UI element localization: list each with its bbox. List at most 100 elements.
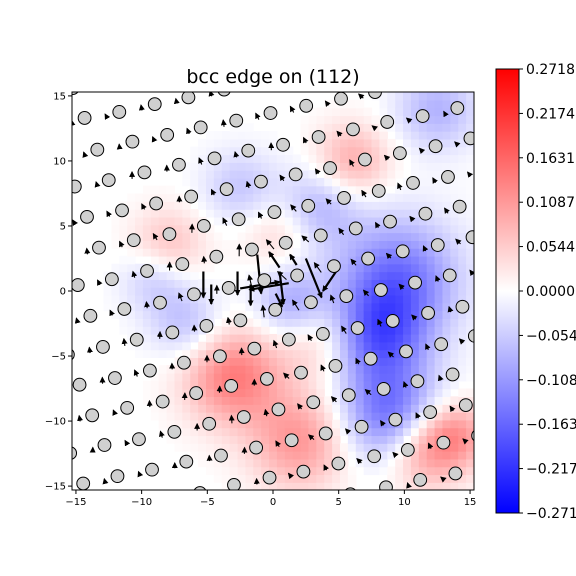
field-cell (387, 99, 396, 109)
field-cell (403, 404, 412, 413)
field-cell (355, 279, 365, 288)
field-cell (300, 255, 310, 265)
atom-marker (132, 432, 146, 447)
field-cell (371, 201, 381, 210)
field-cell (403, 146, 412, 156)
field-cell (387, 294, 396, 304)
field-cell (474, 412, 482, 420)
field-cell (363, 263, 373, 273)
field-cell (340, 404, 349, 413)
field-cell (276, 154, 286, 163)
field-cell (434, 209, 444, 218)
field-cell (442, 185, 451, 195)
field-cell (379, 92, 388, 101)
field-cell (474, 326, 482, 334)
field-cell (458, 474, 467, 483)
field-cell (182, 287, 191, 296)
field-cell (474, 248, 482, 256)
field-cell (229, 427, 239, 437)
field-cell (213, 404, 223, 413)
field-cell (261, 193, 270, 202)
field-cell (174, 419, 183, 429)
field-cell (332, 466, 341, 476)
field-cell (166, 271, 176, 280)
field-cell (332, 131, 341, 140)
field-cell (466, 279, 474, 288)
field-cell (213, 341, 223, 351)
field-cell (442, 310, 451, 319)
atom-marker (304, 295, 318, 310)
atom-marker (112, 105, 127, 119)
field-cell (300, 146, 310, 156)
field-cell (403, 271, 412, 280)
field-cell (237, 380, 247, 390)
field-cell (127, 326, 136, 335)
atoms (72, 75, 474, 490)
field-cell (237, 458, 247, 468)
field-cell (466, 255, 474, 265)
displacement-arrow (255, 112, 261, 120)
field-cell (466, 162, 474, 171)
field-cell (332, 209, 341, 218)
field-cell (150, 341, 160, 351)
field-cell (474, 240, 482, 248)
field-cell (158, 365, 168, 374)
field-cell (355, 271, 365, 280)
field-cell (379, 450, 388, 460)
field-cell (276, 466, 286, 476)
field-cell (347, 115, 357, 124)
field-cell (300, 193, 310, 202)
field-cell (371, 435, 381, 444)
field-cell (355, 365, 365, 374)
field-cell (379, 310, 388, 319)
field-cell (340, 154, 349, 163)
field-cell (332, 443, 341, 452)
field-cell (300, 162, 310, 171)
displacement-arrow (356, 457, 363, 465)
displacement-arrow (258, 211, 264, 219)
field-cell (474, 334, 482, 342)
field-cell (269, 443, 278, 452)
field-cell (410, 388, 420, 398)
atom-marker (181, 92, 196, 105)
field-cell (395, 216, 404, 226)
field-cell (150, 271, 160, 280)
field-cell (379, 193, 388, 202)
field-cell (253, 435, 262, 444)
field-cell (371, 443, 381, 452)
field-cell (300, 435, 310, 444)
field-cell (206, 248, 215, 257)
field-cell (198, 201, 207, 210)
field-cell (276, 341, 286, 351)
field-cell (245, 365, 254, 374)
field-cell (340, 271, 349, 280)
field-cell (410, 396, 420, 405)
field-cell (284, 201, 294, 210)
field-cell (261, 209, 270, 218)
field-cell (206, 333, 215, 343)
field-cell (426, 365, 436, 374)
field-cell (387, 255, 396, 265)
field-cell (340, 138, 349, 148)
field-cell (340, 263, 349, 273)
field-cell (198, 372, 207, 382)
field-cell (308, 341, 317, 351)
field-cell (300, 388, 310, 398)
atom-marker (100, 75, 113, 88)
field-cell (245, 458, 254, 468)
field-cell (426, 333, 436, 343)
field-cell (158, 372, 168, 382)
field-cell (442, 216, 451, 226)
field-cell (135, 302, 144, 312)
field-cell (410, 248, 420, 257)
field-cell (410, 232, 420, 241)
field-cell (221, 201, 231, 210)
field-cell (355, 255, 365, 265)
field-cell (426, 372, 436, 382)
field-cell (308, 255, 317, 265)
field-cell (347, 170, 357, 179)
field-cell (418, 185, 428, 195)
field-cell (300, 411, 310, 421)
atom-marker (436, 435, 451, 450)
field-cell (410, 146, 420, 156)
